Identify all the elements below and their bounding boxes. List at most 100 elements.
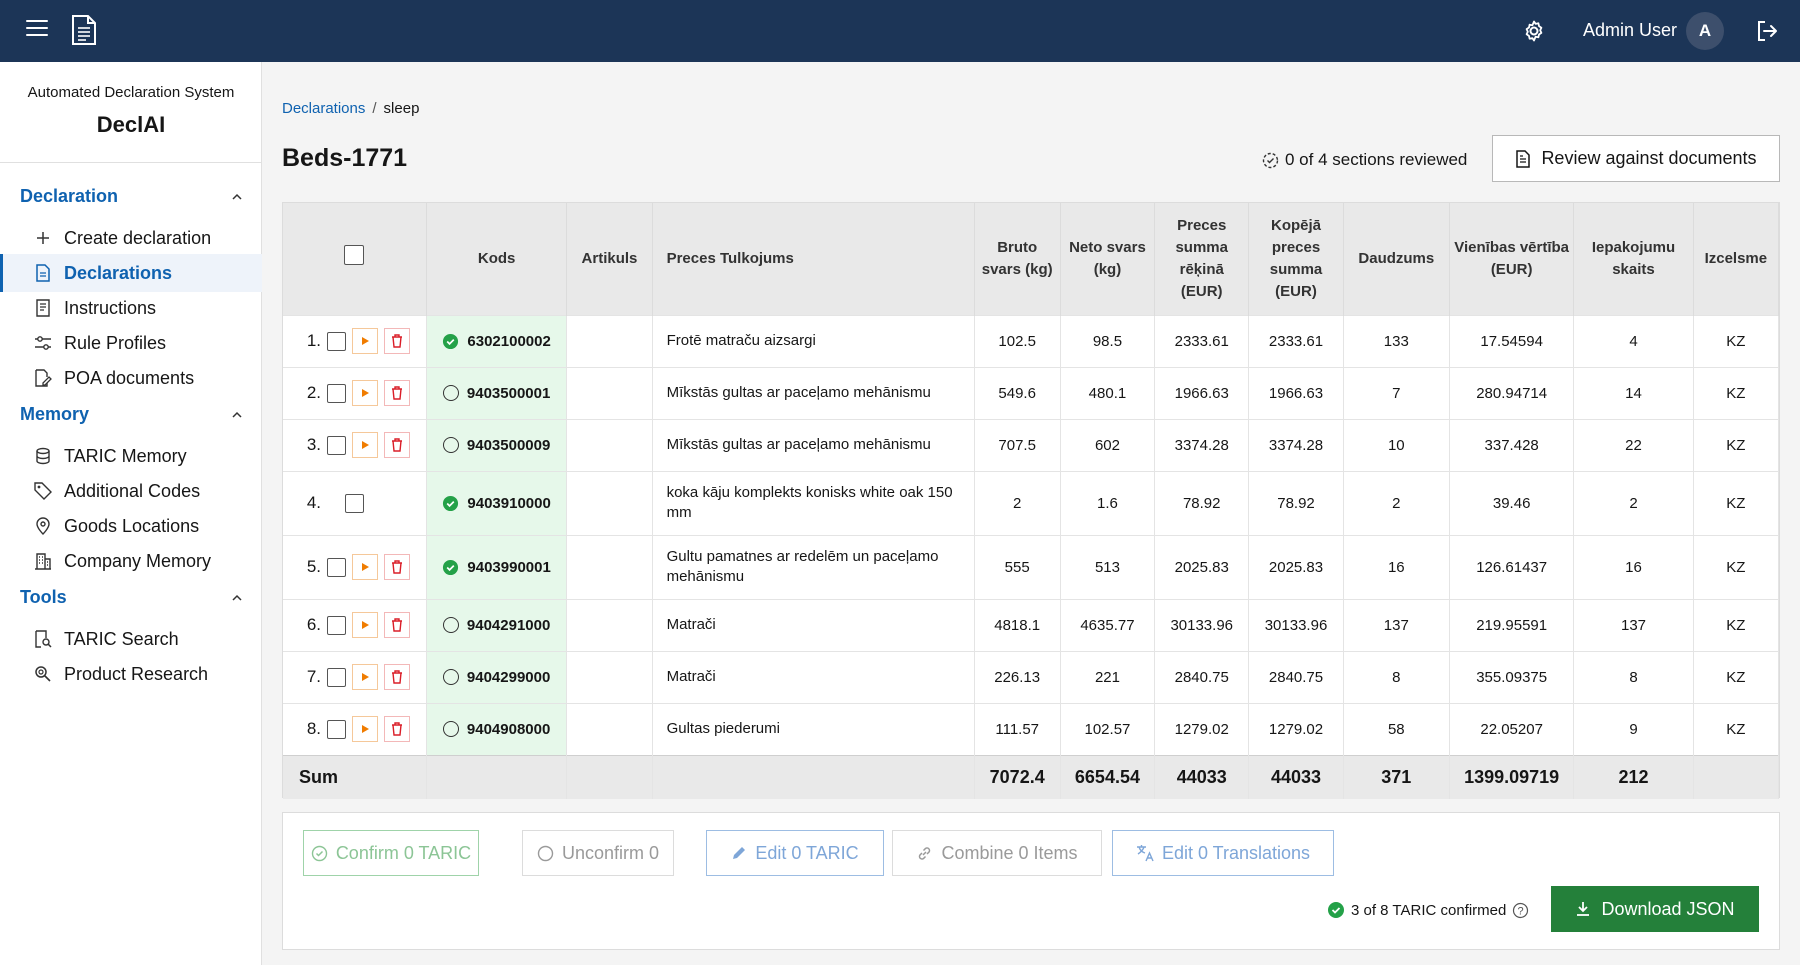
play-icon[interactable] — [352, 612, 378, 638]
play-icon[interactable] — [352, 554, 378, 580]
table-row[interactable]: 5. 9403990001 Gultu pamatnes ar redelēm un… — [283, 534, 1780, 599]
cell-artikuls[interactable] — [566, 534, 653, 599]
cell-iepak[interactable]: 2 — [1573, 470, 1694, 535]
cell-kopeja[interactable]: 78.92 — [1248, 470, 1344, 535]
cell-izcelsme[interactable]: KZ — [1693, 366, 1780, 419]
edit-taric-button[interactable]: Edit 0 TARIC — [706, 830, 884, 876]
section-memory[interactable]: Memory — [20, 404, 242, 425]
cell-neto[interactable]: 480.1 — [1060, 366, 1156, 419]
user-name[interactable]: Admin User — [1583, 20, 1678, 40]
cell-desc[interactable]: koka kāju komplekts konisks white oak 15… — [652, 470, 975, 535]
cell-iepak[interactable]: 22 — [1573, 418, 1694, 471]
cell-izcelsme[interactable]: KZ — [1693, 598, 1780, 651]
delete-icon[interactable] — [384, 380, 410, 406]
cell-vieniba[interactable]: 39.46 — [1449, 470, 1575, 535]
cell-izcelsme[interactable]: KZ — [1693, 534, 1780, 599]
cell-neto[interactable]: 602 — [1060, 418, 1156, 471]
cell-summa[interactable]: 1279.02 — [1154, 702, 1250, 755]
play-icon[interactable] — [352, 380, 378, 406]
kods-cell[interactable]: 9403910000 — [426, 470, 568, 535]
cell-kopeja[interactable]: 3374.28 — [1248, 418, 1344, 471]
sidebar-item-goods-locations[interactable]: Goods Locations — [0, 507, 262, 545]
sidebar-item-taric-memory[interactable]: TARIC Memory — [0, 437, 262, 475]
cell-kopeja[interactable]: 2025.83 — [1248, 534, 1344, 599]
cell-desc[interactable]: Mīkstās gultas ar paceļamo mehānismu — [652, 366, 975, 419]
col-header[interactable]: Vienības vērtība (EUR) — [1449, 203, 1575, 315]
col-header[interactable]: Iepakojumu skaits — [1573, 203, 1694, 315]
unconfirmed-circle-icon[interactable] — [442, 721, 459, 737]
row-checkbox[interactable] — [327, 435, 346, 455]
edit-translations-button[interactable]: Edit 0 Translations — [1112, 830, 1334, 876]
cell-artikuls[interactable] — [566, 650, 653, 703]
cell-daudzums[interactable]: 58 — [1343, 702, 1450, 755]
cell-kopeja[interactable]: 2840.75 — [1248, 650, 1344, 703]
col-header[interactable]: Neto svars (kg) — [1060, 203, 1156, 315]
cell-daudzums[interactable]: 133 — [1343, 314, 1450, 367]
col-header[interactable]: Daudzums — [1343, 203, 1450, 315]
cell-kopeja[interactable]: 30133.96 — [1248, 598, 1344, 651]
cell-summa[interactable]: 2333.61 — [1154, 314, 1250, 367]
row-checkbox[interactable] — [327, 557, 346, 577]
table-row[interactable]: 7. 9404299000 Matrači 226.13 221 2840.75 2840.… — [283, 650, 1780, 703]
cell-bruto[interactable]: 111.57 — [974, 702, 1061, 755]
cell-daudzums[interactable]: 137 — [1343, 598, 1450, 651]
play-icon[interactable] — [352, 328, 378, 354]
cell-artikuls[interactable] — [566, 366, 653, 419]
cell-artikuls[interactable] — [566, 470, 653, 535]
table-row[interactable]: 1. 6302100002 Frotē matraču aizsargi 102.5 9… — [283, 314, 1780, 367]
col-header[interactable]: Kopējā preces summa (EUR) — [1248, 203, 1344, 315]
cell-vieniba[interactable]: 355.09375 — [1449, 650, 1575, 703]
sidebar-item-taric-search[interactable]: TARIC Search — [0, 620, 262, 658]
logout-icon[interactable] — [1755, 19, 1779, 43]
col-header[interactable]: Izcelsme — [1693, 203, 1780, 315]
sidebar-item-additional-codes[interactable]: Additional Codes — [0, 472, 262, 510]
cell-summa[interactable]: 2840.75 — [1154, 650, 1250, 703]
cell-desc[interactable]: Matrači — [652, 650, 975, 703]
cell-neto[interactable]: 102.57 — [1060, 702, 1156, 755]
table-row[interactable]: 2. 9403500001 Mīkstās gultas ar paceļamo m… — [283, 366, 1780, 419]
play-icon[interactable] — [352, 664, 378, 690]
settings-gear-icon[interactable] — [1522, 19, 1546, 43]
cell-daudzums[interactable]: 8 — [1343, 650, 1450, 703]
table-row[interactable]: 4. 9403910000 koka kāju komplekts konisks … — [283, 470, 1780, 535]
cell-izcelsme[interactable]: KZ — [1693, 470, 1780, 535]
help-icon[interactable]: ? — [1512, 902, 1529, 919]
col-header[interactable]: Artikuls — [566, 203, 653, 315]
col-header[interactable]: Kods — [426, 203, 568, 315]
cell-iepak[interactable]: 14 — [1573, 366, 1694, 419]
cell-artikuls[interactable] — [566, 598, 653, 651]
kods-cell[interactable]: 9404291000 — [426, 598, 568, 651]
review-against-documents-button[interactable]: Review against documents — [1492, 135, 1780, 182]
delete-icon[interactable] — [384, 432, 410, 458]
section-declaration[interactable]: Declaration — [20, 186, 242, 207]
cell-neto[interactable]: 4635.77 — [1060, 598, 1156, 651]
play-icon[interactable] — [352, 716, 378, 742]
col-header[interactable]: Preces summa rēķinā (EUR) — [1154, 203, 1250, 315]
sidebar-item-poa-documents[interactable]: POA documents — [0, 359, 262, 397]
cell-vieniba[interactable]: 17.54594 — [1449, 314, 1575, 367]
download-json-button[interactable]: Download JSON — [1551, 886, 1759, 932]
kods-cell[interactable]: 9404299000 — [426, 650, 568, 703]
cell-vieniba[interactable]: 337.428 — [1449, 418, 1575, 471]
cell-izcelsme[interactable]: KZ — [1693, 650, 1780, 703]
cell-kopeja[interactable]: 2333.61 — [1248, 314, 1344, 367]
unconfirmed-circle-icon[interactable] — [442, 437, 459, 453]
play-icon[interactable] — [352, 432, 378, 458]
kods-cell[interactable]: 9403500009 — [426, 418, 568, 471]
col-header[interactable]: Bruto svars (kg) — [974, 203, 1061, 315]
cell-vieniba[interactable]: 219.95591 — [1449, 598, 1575, 651]
cell-izcelsme[interactable]: KZ — [1693, 314, 1780, 367]
cell-neto[interactable]: 1.6 — [1060, 470, 1156, 535]
user-avatar[interactable]: A — [1686, 12, 1724, 50]
cell-summa[interactable]: 30133.96 — [1154, 598, 1250, 651]
cell-daudzums[interactable]: 2 — [1343, 470, 1450, 535]
confirmed-check-icon[interactable] — [442, 495, 459, 512]
cell-summa[interactable]: 78.92 — [1154, 470, 1250, 535]
cell-neto[interactable]: 513 — [1060, 534, 1156, 599]
confirm-taric-button[interactable]: Confirm 0 TARIC — [303, 830, 479, 876]
document-logo-icon[interactable] — [70, 14, 98, 46]
section-tools[interactable]: Tools — [20, 587, 242, 608]
cell-bruto[interactable]: 226.13 — [974, 650, 1061, 703]
cell-artikuls[interactable] — [566, 702, 653, 755]
cell-neto[interactable]: 98.5 — [1060, 314, 1156, 367]
